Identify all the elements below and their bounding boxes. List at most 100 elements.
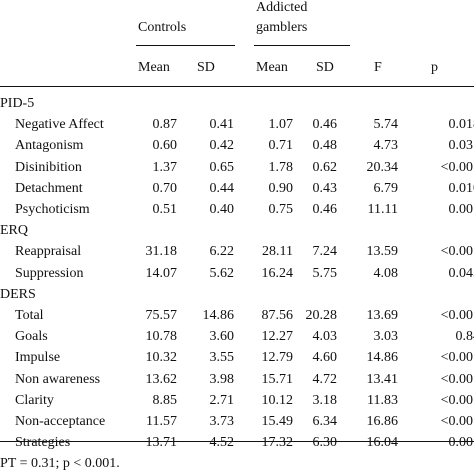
table-cell: 5.75 [312, 265, 338, 281]
group-header-controls: Controls [138, 20, 187, 35]
table-cell: <0.001 [440, 159, 474, 175]
table-cell: 0.60 [152, 138, 178, 154]
row-label: Detachment [15, 180, 83, 196]
row-label: Clarity [15, 392, 54, 408]
table-cell: 0.44 [209, 180, 235, 196]
table-cell: 0.90 [268, 180, 294, 196]
table-cell: 0.75 [268, 202, 294, 217]
table-cell: 4.52 [209, 435, 235, 451]
table-cell: 0.46 [312, 202, 338, 217]
table-cell: 12.79 [261, 350, 294, 366]
table-cell: 0.62 [312, 159, 338, 175]
table-cell: 0.70 [152, 180, 178, 196]
table-cell: 0.031 [448, 138, 474, 154]
table-cell: 16.86 [366, 414, 399, 429]
table-cell: 75.57 [145, 308, 178, 323]
table-cell: 0.018 [448, 117, 474, 133]
table-cell: 1.78 [268, 159, 294, 175]
table-cell: <0.001 [440, 244, 474, 260]
section-title: DERS [0, 286, 36, 302]
table-cell: <0.001 [440, 414, 474, 429]
table-cell: 1.07 [268, 117, 294, 133]
row-label: Non-acceptance [15, 414, 106, 429]
table-cell: 0.001 [448, 435, 474, 451]
table-cell: <0.001 [440, 308, 474, 323]
table-cell: 2.71 [209, 392, 235, 408]
table-cell: 3.98 [209, 371, 235, 387]
row-label: Total [15, 308, 44, 323]
table-cell: 20.28 [305, 308, 338, 323]
table-cell: 0.40 [209, 202, 235, 217]
table-cell: 4.60 [312, 350, 338, 366]
table-cell: 4.03 [312, 329, 338, 345]
row-label: Negative Affect [15, 117, 104, 133]
table-cell: 5.74 [373, 117, 399, 133]
table-cell: 0.42 [209, 138, 235, 154]
table-cell: 8.85 [152, 392, 178, 408]
table-cell: 28.11 [262, 244, 293, 260]
row-label: Impulse [15, 350, 61, 366]
row-label: Non awareness [15, 371, 101, 387]
table-cell: 14.07 [145, 265, 178, 281]
table-cell: 0.51 [152, 202, 178, 217]
table-cell: 1.37 [152, 159, 178, 175]
column-header: F [374, 60, 382, 75]
table-cell: 0.84 [455, 329, 474, 345]
section-title: ERQ [0, 223, 28, 239]
row-label: Suppression [15, 265, 84, 281]
table-cell: 15.49 [261, 414, 294, 429]
table-cell: 3.55 [209, 350, 235, 366]
column-header: Mean [256, 60, 288, 75]
table-cell: 14.86 [202, 308, 235, 323]
table-cell: 10.78 [145, 329, 178, 345]
table-cell: 13.69 [366, 308, 399, 323]
column-header: Mean [138, 60, 170, 75]
table-cell: 87.56 [261, 308, 294, 323]
table-cell: 13.71 [145, 435, 178, 451]
row-label: Antagonism [15, 138, 84, 154]
row-label: Reappraisal [15, 244, 82, 260]
table-cell: 0.001 [448, 202, 474, 217]
table-cell: 0.65 [209, 159, 235, 175]
table-cell: 13.59 [366, 244, 399, 260]
table-cell: 3.03 [373, 329, 399, 345]
table-cell: 0.045 [448, 265, 474, 281]
table-cell: 4.08 [373, 265, 399, 281]
table-footnote: PT = 0.31; p < 0.001. [0, 456, 120, 471]
table-cell: 11.83 [367, 392, 398, 408]
column-header: SD [197, 60, 215, 75]
table-cell: 11.57 [146, 414, 177, 429]
table-cell: 6.34 [312, 414, 338, 429]
table-cell: 6.30 [312, 435, 338, 451]
table-cell: 6.79 [373, 180, 399, 196]
table-cell: 0.48 [312, 138, 338, 154]
table-cell: 11.11 [367, 202, 398, 217]
table-cell: 3.60 [209, 329, 235, 345]
table-cell: 13.41 [366, 371, 399, 387]
table-cell: 7.24 [312, 244, 338, 260]
table-cell: 0.87 [152, 117, 178, 133]
table-cell: 13.62 [145, 371, 178, 387]
table-cell: 31.18 [145, 244, 178, 260]
group-rule-controls [136, 45, 235, 46]
table-cell: 6.22 [209, 244, 235, 260]
table-cell: 4.73 [373, 138, 399, 154]
table-cell: 5.62 [209, 265, 235, 281]
table-cell: 3.18 [312, 392, 338, 408]
table-cell: 0.43 [312, 180, 338, 196]
table-cell: <0.001 [440, 392, 474, 408]
column-header: p [431, 60, 438, 75]
header-rule [0, 86, 474, 87]
table-cell: 12.27 [261, 329, 294, 345]
table-cell: 15.71 [261, 371, 294, 387]
table-cell: 0.41 [209, 117, 235, 133]
table-cell: 0.71 [268, 138, 294, 154]
row-label: Disinibition [15, 159, 82, 175]
table-cell: 20.34 [366, 159, 399, 175]
row-label: Psychoticism [15, 202, 90, 217]
section-title: PID-5 [0, 96, 35, 111]
table-cell: 16.04 [366, 435, 399, 451]
table-cell: 10.12 [261, 392, 294, 408]
table-cell: 4.72 [312, 371, 338, 387]
group-header-gamblers-line1: Addicted [256, 0, 308, 15]
